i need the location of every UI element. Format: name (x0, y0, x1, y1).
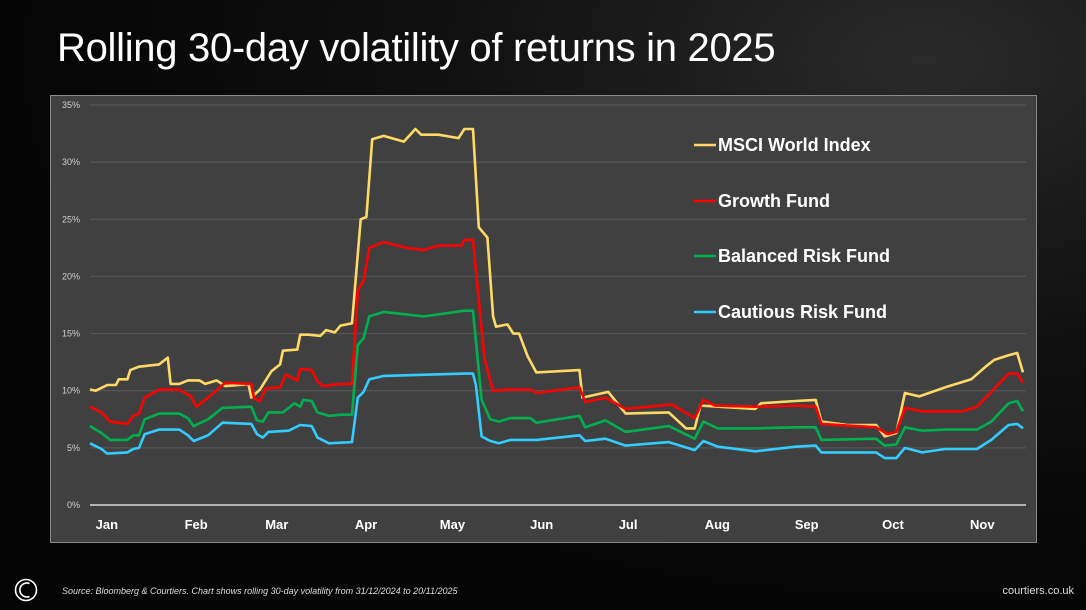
x-tick-label: Apr (355, 517, 377, 532)
x-tick-label: Aug (705, 517, 730, 532)
courtiers-logo-icon (14, 578, 38, 602)
source-note: Source: Bloomberg & Courtiers. Chart sho… (62, 586, 458, 596)
y-tick-label: 25% (62, 214, 80, 224)
x-tick-label: Sep (795, 517, 819, 532)
x-tick-label: Jun (530, 517, 553, 532)
legend-label: Cautious Risk Fund (718, 302, 887, 322)
website-link[interactable]: courtiers.co.uk (1002, 585, 1074, 597)
x-tick-label: Jan (96, 517, 118, 532)
series-line-msci-world-index (89, 127, 1025, 438)
legend-label: Growth Fund (718, 191, 830, 211)
y-tick-label: 15% (62, 329, 80, 339)
y-tick-label: 0% (67, 500, 80, 510)
x-tick-label: Nov (970, 517, 995, 532)
series-line-cautious-risk-fund (89, 372, 1024, 460)
y-tick-label: 20% (62, 271, 80, 281)
chart-panel (50, 95, 1037, 543)
x-tick-label: Jul (619, 517, 638, 532)
legend-label: Balanced Risk Fund (718, 246, 890, 266)
y-tick-label: 5% (67, 443, 80, 453)
x-tick-label: Feb (185, 517, 208, 532)
x-tick-label: Oct (882, 517, 904, 532)
y-tick-label: 30% (62, 157, 80, 167)
slide-title: Rolling 30-day volatility of returns in … (57, 26, 776, 70)
legend-label: MSCI World Index (718, 135, 871, 155)
series-line-growth-fund (89, 238, 1025, 436)
x-tick-label: Mar (265, 517, 288, 532)
y-tick-label: 10% (62, 386, 80, 396)
y-tick-label: 35% (62, 100, 80, 110)
series-line-balanced-risk-fund (89, 309, 1025, 447)
x-tick-label: May (440, 517, 466, 532)
